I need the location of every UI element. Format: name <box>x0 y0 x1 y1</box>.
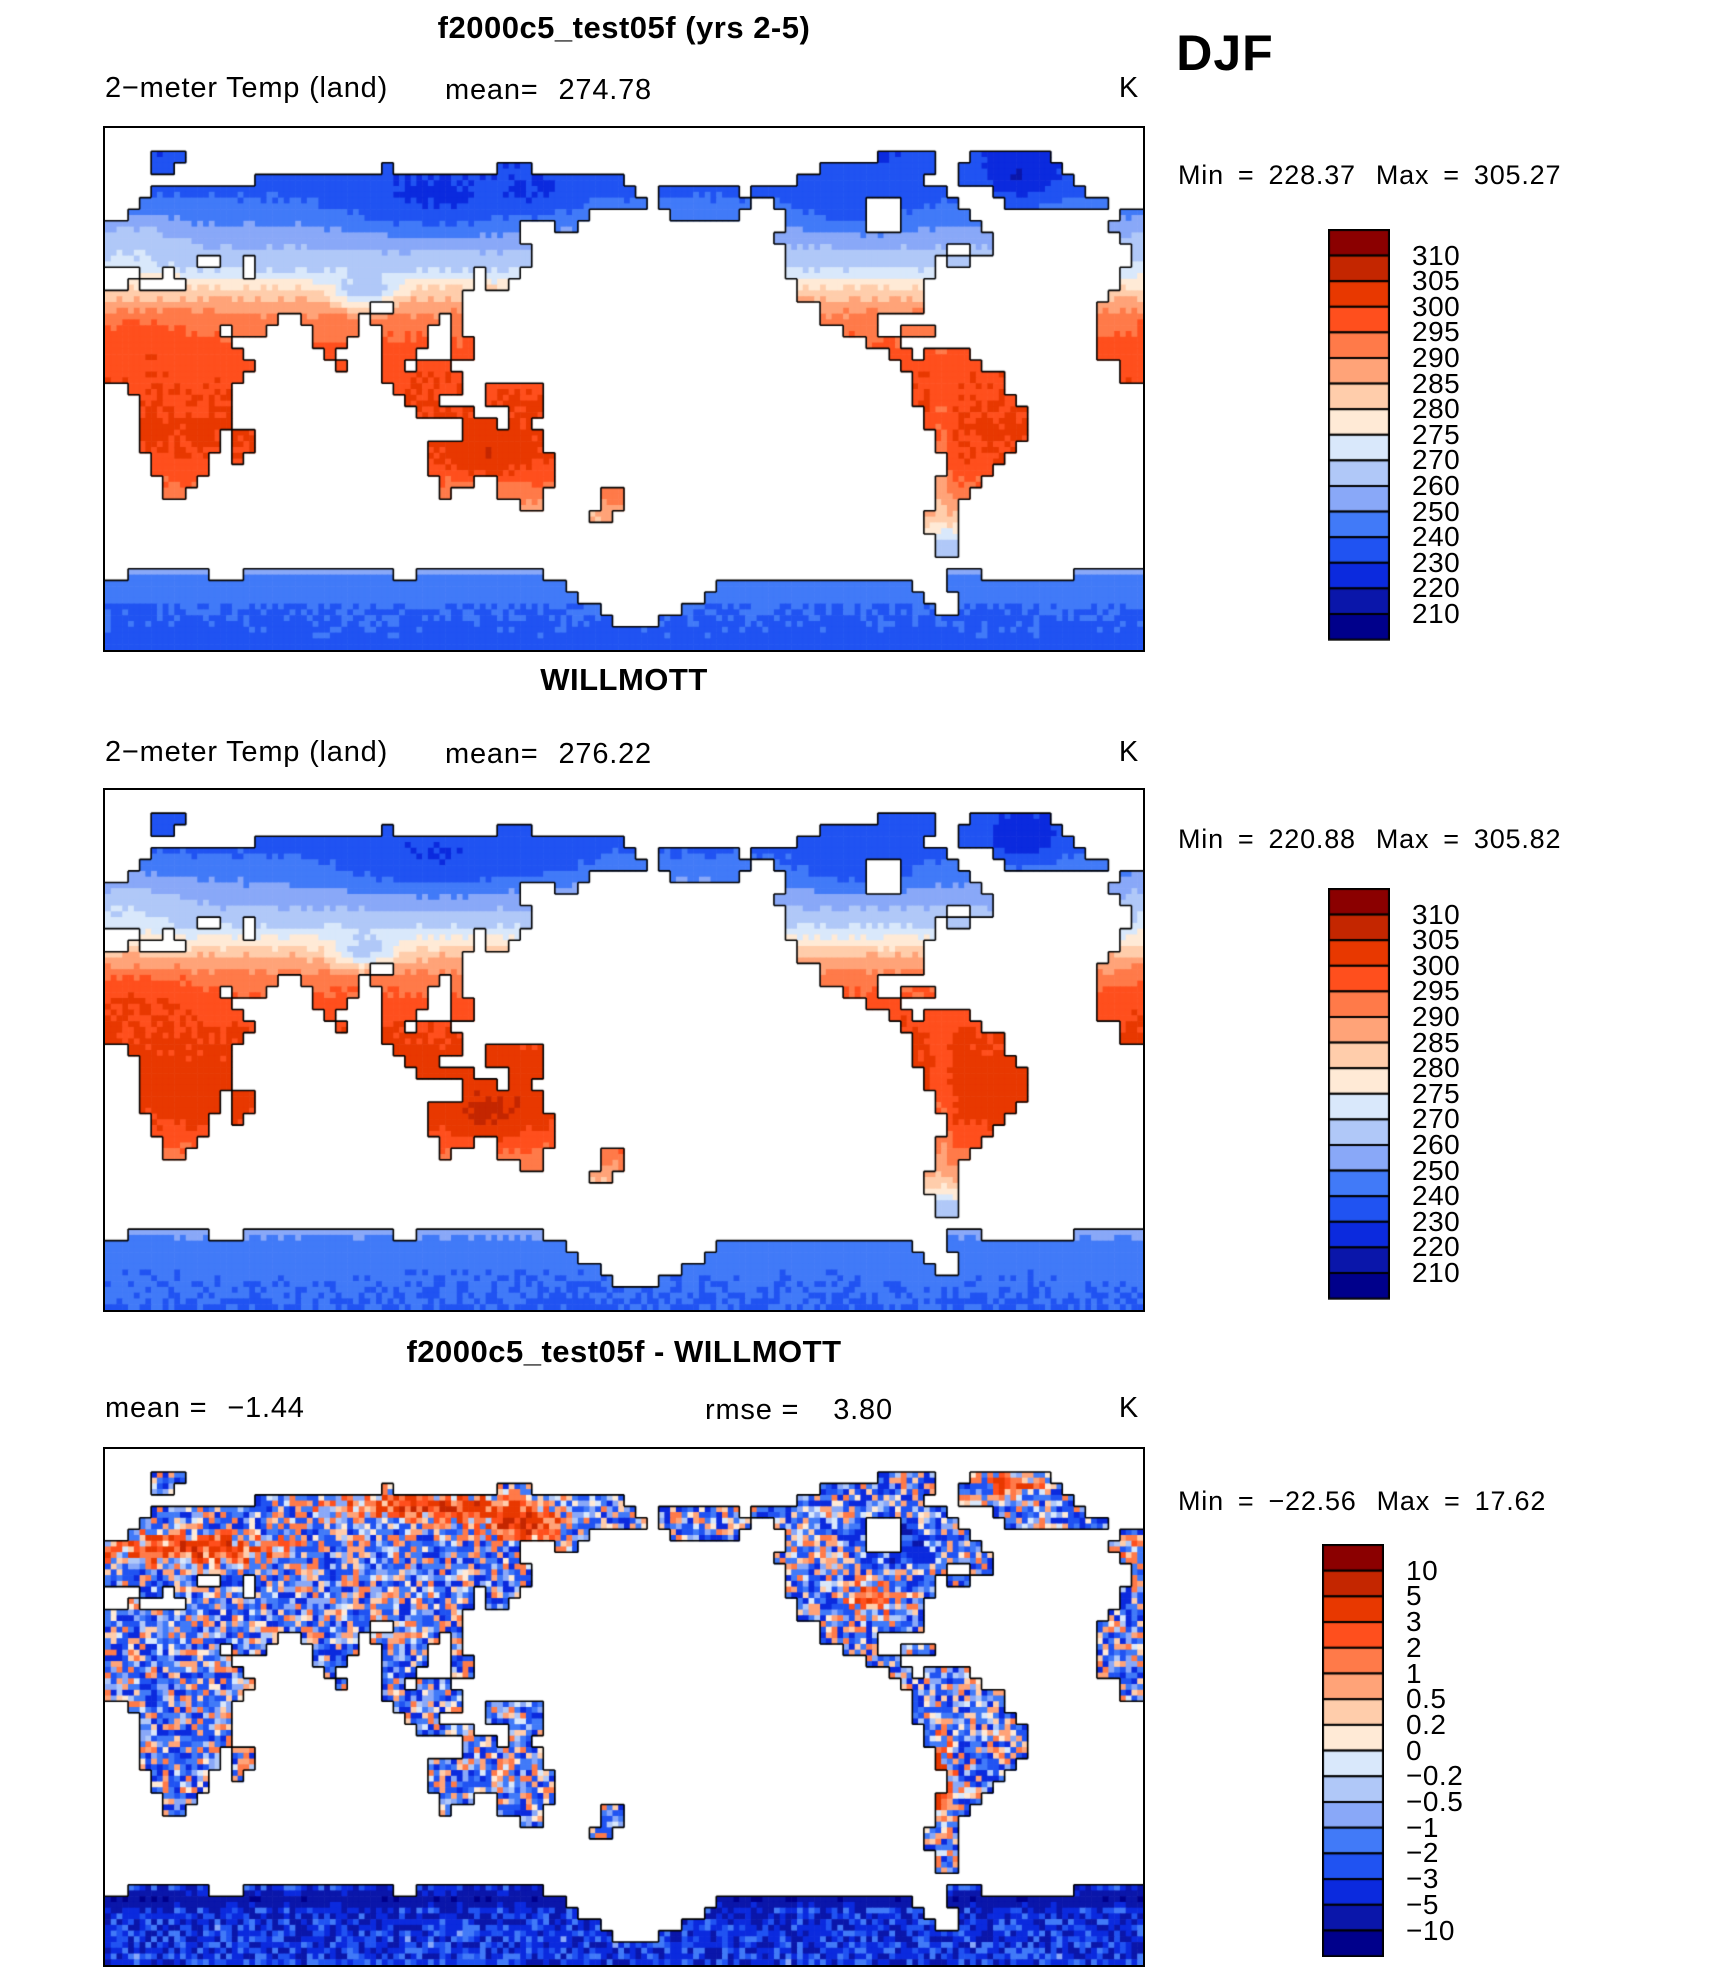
colorbar-tick-label: 220 <box>1412 572 1461 604</box>
colorbar-tick-label: −0.5 <box>1406 1786 1464 1817</box>
colorbar-tick-label: −5 <box>1406 1888 1439 1920</box>
colorbar-tick-label: 310 <box>1412 239 1461 271</box>
colorbar-tick-label: −10 <box>1406 1914 1455 1946</box>
colorbar-tick-label: −3 <box>1406 1863 1439 1895</box>
panel1-unit-label: K <box>1118 72 1139 104</box>
panel3-colorbar: 10 5 3 2 1 0.5 0.2 0 −0.2 −0.5 −1 −2 −3 −5 −10 <box>1322 1544 1463 1957</box>
colorbar-tick-label: 270 <box>1412 444 1461 476</box>
panel2-variable-label: 2−meter Temp (land) <box>105 736 389 768</box>
panel1-variable-label: 2−meter Temp (land) <box>105 72 389 104</box>
panel3-minmax: Min = −22.56 Max = 17.62 <box>1178 1486 1547 1516</box>
panel2-colorbar: 310 305 300 295 290 285 280 275 270 260 250 240 230 2… <box>1328 888 1460 1300</box>
panel2-map <box>103 788 1145 1312</box>
colorbar-tick-label: 240 <box>1412 1180 1461 1212</box>
panel1-subtitle-row: 2−meter Temp (land) mean= 274.78 K <box>105 72 1145 106</box>
colorbar-tick-label: 2 <box>1406 1631 1423 1663</box>
colorbar-tick-label: 305 <box>1412 265 1461 297</box>
panel3-max-value: 17.62 <box>1474 1486 1547 1516</box>
panel1-min-value: 228.37 <box>1268 160 1356 190</box>
colorbar-tick-label: 0.2 <box>1406 1708 1447 1740</box>
colorbar-tick-label: 250 <box>1412 1154 1461 1186</box>
colorbar-tick-label: 210 <box>1412 1257 1461 1288</box>
colorbar-canvas <box>1328 229 1390 641</box>
panel3-map-canvas <box>105 1449 1143 1965</box>
colorbar-tick-label: 300 <box>1412 949 1461 981</box>
colorbar-tick-label: 250 <box>1412 495 1461 527</box>
panel1-title: f2000c5_test05f (yrs 2-5) <box>437 10 811 45</box>
colorbar-tick-label: 305 <box>1412 924 1461 956</box>
panel3-rmse-value: 3.80 <box>833 1394 893 1426</box>
colorbar-tick-label: 0.5 <box>1406 1683 1447 1715</box>
colorbar-tick-label: 5 <box>1406 1580 1423 1612</box>
panel2-max-value: 305.82 <box>1473 824 1562 854</box>
colorbar-tick-label: 300 <box>1412 290 1461 322</box>
colorbar-tick-label: 260 <box>1412 1129 1461 1160</box>
colorbar-tick-label: 1 <box>1406 1657 1423 1689</box>
colorbar-tick-label: 270 <box>1412 1103 1461 1135</box>
colorbar-tick-label: 275 <box>1412 418 1461 450</box>
colorbar-tick-label: 285 <box>1412 1026 1461 1058</box>
panel1-map <box>103 126 1145 652</box>
colorbar-tick-label: 210 <box>1412 598 1461 629</box>
panel1-map-canvas <box>105 128 1143 650</box>
panel3-mean: mean = −1.44 <box>105 1392 305 1424</box>
panel3-rmse: rmse = 3.80 <box>705 1394 893 1426</box>
colorbar-tick-label: 290 <box>1412 1001 1461 1032</box>
colorbar-tick-label: 220 <box>1412 1231 1461 1263</box>
colorbar-tick-label: 10 <box>1406 1554 1439 1586</box>
panel2-unit-label: K <box>1118 736 1139 768</box>
panel1-max-value: 305.27 <box>1473 160 1562 190</box>
colorbar-tick-label: 230 <box>1412 1205 1461 1237</box>
colorbar-canvas <box>1328 888 1390 1300</box>
colorbar-tick-label: 280 <box>1412 393 1461 425</box>
panel1-minmax: Min = 228.37 Max = 305.27 <box>1178 160 1562 190</box>
colorbar-tick-label: 310 <box>1412 898 1461 930</box>
panel3-map <box>103 1447 1145 1967</box>
colorbar-tick-label: −0.2 <box>1406 1760 1464 1792</box>
colorbar-tick-label: 3 <box>1406 1606 1423 1638</box>
panel2-minmax: Min = 220.88 Max = 305.82 <box>1178 824 1562 854</box>
panel2-mean: mean= 276.22 <box>445 738 652 770</box>
colorbar-tick-label: 285 <box>1412 367 1461 399</box>
colorbar-tick-label: 295 <box>1412 316 1461 348</box>
panel1-colorbar: 310 305 300 295 290 285 280 275 270 260 250 240 230 2… <box>1328 229 1460 641</box>
panel3-stats-row: mean = −1.44 rmse = 3.80 K <box>105 1392 1145 1426</box>
colorbar-tick-label: −2 <box>1406 1837 1439 1869</box>
colorbar-tick-label: 230 <box>1412 546 1461 578</box>
panel2-subtitle-row: 2−meter Temp (land) mean= 276.22 K <box>105 736 1145 770</box>
panel1-mean-value: 274.78 <box>558 74 652 106</box>
colorbar-canvas <box>1322 1544 1384 1957</box>
colorbar-tick-label: 260 <box>1412 470 1461 501</box>
panel3-mean-value: −1.44 <box>227 1392 305 1424</box>
panel3-min-value: −22.56 <box>1268 1486 1357 1516</box>
colorbar-tick-label: −1 <box>1406 1811 1439 1843</box>
colorbar-tick-label: 275 <box>1412 1077 1461 1109</box>
colorbar-tick-label: 290 <box>1412 342 1461 373</box>
panel1-mean: mean= 274.78 <box>445 74 652 106</box>
colorbar-tick-label: 295 <box>1412 975 1461 1007</box>
panel2-mean-value: 276.22 <box>558 738 652 770</box>
colorbar-tick-label: 0 <box>1406 1734 1423 1766</box>
panel2-min-value: 220.88 <box>1268 824 1356 854</box>
panel3-title: f2000c5_test05f - WILLMOTT <box>406 1334 842 1369</box>
panel3-unit-label: K <box>1118 1392 1139 1424</box>
season-label: DJF <box>1176 25 1274 81</box>
panel2-map-canvas <box>105 790 1143 1310</box>
panel2-title: WILLMOTT <box>540 662 708 697</box>
colorbar-tick-label: 280 <box>1412 1052 1461 1084</box>
colorbar-tick-label: 240 <box>1412 521 1461 553</box>
